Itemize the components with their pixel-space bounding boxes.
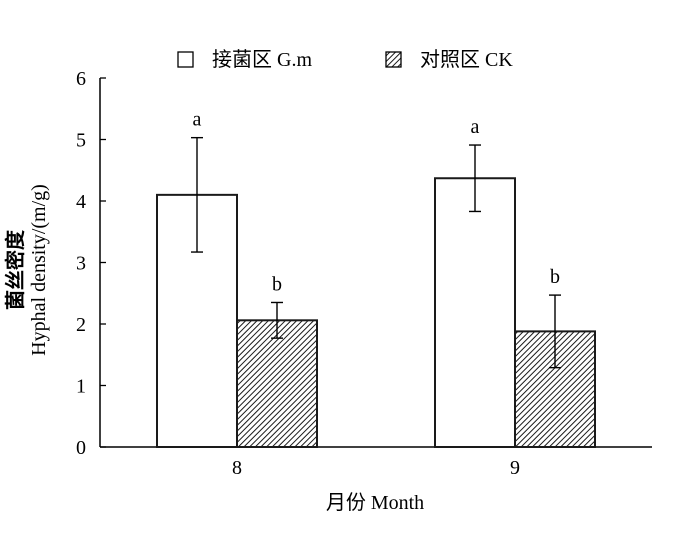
ticks: 0 1 2 3 4 5 6 8 9 — [76, 68, 520, 479]
y-tick-label: 5 — [76, 130, 86, 152]
bar — [236, 319, 318, 448]
x-axis-label: 月份 Month — [326, 491, 424, 514]
y-tick-label: 0 — [76, 437, 86, 459]
significance-label: b — [272, 273, 282, 295]
significance-label: b — [550, 266, 560, 288]
y-tick-label: 3 — [76, 253, 86, 275]
x-tick-label: 8 — [232, 457, 242, 479]
significance-label: a — [193, 109, 202, 131]
significance-label: a — [471, 116, 480, 138]
bars: a b a b — [156, 109, 596, 449]
y-tick-label: 2 — [76, 314, 86, 336]
legend-label-series-1: 接菌区 G.m — [212, 48, 312, 71]
y-tick-label: 4 — [76, 191, 86, 213]
legend-swatch-open — [177, 51, 194, 68]
legend: 接菌区 G.m 对照区 CK — [177, 48, 513, 71]
y-tick-label: 6 — [76, 68, 86, 90]
legend-label-series-2: 对照区 CK — [420, 48, 513, 71]
bar — [434, 177, 516, 448]
y-axis-label: Hyphal density/(m/g) — [28, 184, 50, 356]
legend-swatch-hatched — [385, 51, 402, 68]
y-tick-label: 1 — [76, 376, 86, 398]
x-tick-label: 9 — [510, 457, 520, 479]
y-axis-label-cn: 菌丝密度 — [3, 229, 27, 310]
